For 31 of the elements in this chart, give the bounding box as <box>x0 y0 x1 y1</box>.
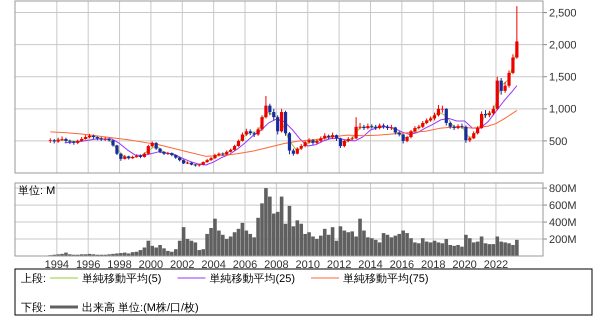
x-tick-label: 1994 <box>44 259 70 271</box>
x-tick-label: 2000 <box>138 259 164 271</box>
legend-label: 単純移動平均(75) <box>343 272 429 285</box>
text: 上段: <box>21 272 46 285</box>
y-tick-label: 600M <box>549 200 577 212</box>
y-tick-label: 400M <box>549 216 577 229</box>
legend-label: 出来高 単位:(M株/口/枚) <box>82 300 199 314</box>
x-tick-label: 2016 <box>390 259 414 271</box>
legend-label: 単純移動平均(25) <box>209 272 296 285</box>
x-tick-label: 2008 <box>264 259 289 271</box>
y-tick-label: 1,500 <box>549 72 577 84</box>
x-tick-label: 2012 <box>326 259 352 271</box>
x-tick-label: 2018 <box>420 259 446 271</box>
x-tick-label: 2010 <box>296 259 320 271</box>
y-tick-label: 800M <box>549 182 577 195</box>
x-tick-label: 2002 <box>170 259 195 271</box>
y-tick-label: 500 <box>549 136 568 148</box>
y-tick-label: 2,000 <box>549 39 577 52</box>
x-tick-label: 1996 <box>76 259 100 271</box>
text: 下段: <box>21 302 46 314</box>
x-tick-label: 1998 <box>107 259 132 271</box>
y-tick-label: 1,000 <box>549 104 577 116</box>
y-tick-label: 2,500 <box>549 7 577 20</box>
x-tick-label: 2020 <box>452 259 477 271</box>
x-tick-label: 2004 <box>201 259 226 271</box>
legend-label: 単純移動平均(5) <box>82 272 162 285</box>
x-tick-label: 2006 <box>232 259 258 271</box>
y-tick-label: 200M <box>549 234 577 246</box>
annotation: 単位: M <box>18 185 56 197</box>
x-tick-label: 2022 <box>484 259 508 271</box>
x-tick-label: 2014 <box>358 259 383 271</box>
